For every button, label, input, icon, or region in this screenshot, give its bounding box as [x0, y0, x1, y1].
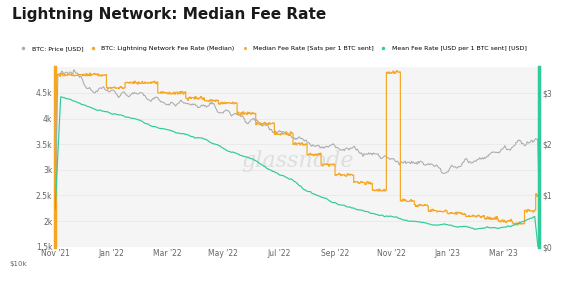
Legend: BTC: Price [USD], BTC: Lightning Network Fee Rate (Median), Median Fee Rate [Sat: BTC: Price [USD], BTC: Lightning Network…	[14, 43, 529, 54]
Text: glassnode: glassnode	[241, 150, 353, 172]
Text: Lightning Network: Median Fee Rate: Lightning Network: Median Fee Rate	[12, 7, 326, 22]
Text: $10k: $10k	[9, 261, 27, 267]
